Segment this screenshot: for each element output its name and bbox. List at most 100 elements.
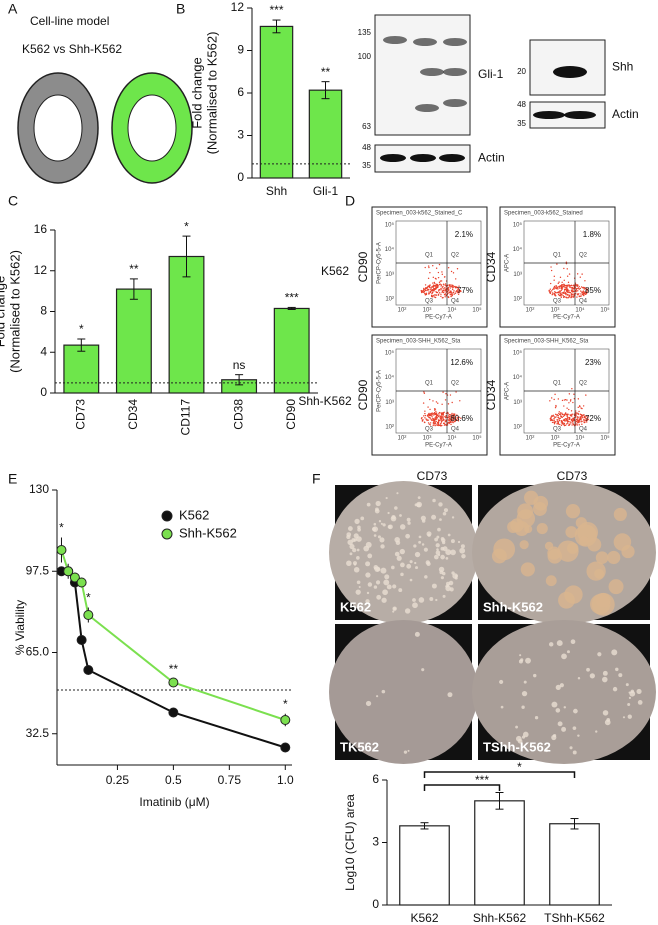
event-dot	[568, 393, 571, 395]
event-dot	[570, 296, 572, 298]
y-tick-label: 16	[34, 222, 48, 236]
colony	[409, 560, 413, 564]
event-dot	[553, 418, 555, 420]
colony	[561, 726, 567, 732]
panel-label: F	[312, 471, 321, 487]
event-dot	[448, 421, 450, 424]
x-tick-label: Shh	[266, 184, 287, 198]
event-dot	[561, 285, 563, 287]
colony	[414, 551, 421, 558]
data-point	[280, 715, 291, 725]
event-dot	[580, 417, 582, 419]
event-dot	[459, 400, 461, 402]
event-dot	[581, 415, 584, 417]
event-dot	[448, 418, 451, 420]
micrograph-label: TShh-K562	[483, 739, 551, 754]
y-tick-label: 65.0	[26, 645, 50, 659]
event-dot	[424, 412, 426, 415]
flow-tick: 10³	[423, 436, 432, 442]
y-axis-label: (Normalised to K562)	[7, 250, 22, 373]
colony	[572, 726, 577, 730]
event-dot	[450, 423, 452, 426]
x-tick-label: TShh-K562	[544, 911, 605, 925]
colony	[536, 523, 548, 535]
event-dot	[456, 268, 459, 270]
colony	[416, 501, 422, 508]
colony	[545, 575, 557, 587]
event-dot	[586, 290, 588, 293]
event-dot	[441, 412, 443, 415]
event-dot	[435, 420, 437, 423]
colony	[520, 562, 535, 577]
colony	[382, 589, 388, 596]
colony	[394, 551, 400, 557]
event-dot	[426, 415, 429, 417]
event-dot	[562, 415, 565, 417]
quadrant-percent: 23%	[585, 358, 601, 367]
colony	[373, 534, 377, 537]
quadrant-label: Q3	[425, 427, 434, 433]
event-dot	[572, 419, 575, 422]
colony	[517, 503, 534, 520]
colony	[533, 673, 537, 678]
bar	[474, 800, 525, 906]
colony	[365, 572, 371, 578]
blot-label: Actin	[612, 107, 639, 121]
event-dot	[563, 283, 565, 286]
colony	[551, 734, 557, 741]
event-dot	[424, 417, 426, 419]
event-dot	[424, 266, 426, 269]
event-dot	[441, 403, 443, 406]
event-dot	[578, 293, 580, 295]
event-dot	[428, 423, 431, 425]
event-dot	[573, 393, 575, 395]
event-dot	[551, 294, 553, 296]
event-dot	[575, 410, 577, 412]
event-dot	[558, 419, 561, 422]
event-dot	[434, 418, 437, 421]
event-dot	[440, 414, 443, 416]
event-dot	[550, 291, 552, 293]
event-dot	[565, 261, 568, 263]
flow-frame	[499, 206, 616, 328]
event-dot	[567, 290, 569, 292]
event-dot	[439, 419, 441, 422]
colony	[442, 546, 448, 552]
flow-marker: CD90	[356, 251, 370, 282]
flow-tick: 10³	[551, 308, 560, 314]
colony	[396, 555, 402, 561]
event-dot	[431, 419, 433, 422]
y-tick-label: 4	[40, 344, 47, 358]
event-dot	[580, 421, 582, 423]
event-dot	[577, 416, 579, 418]
flow-tick: 10³	[513, 272, 522, 278]
colony	[561, 653, 567, 660]
blot-band	[564, 111, 596, 119]
event-dot	[431, 288, 434, 291]
event-dot	[458, 285, 460, 287]
quadrant-label: Q4	[451, 299, 460, 305]
event-dot	[438, 413, 440, 415]
colony	[366, 502, 371, 507]
blot-band	[383, 36, 407, 44]
colony	[429, 597, 434, 601]
quadrant-label: Q2	[451, 381, 460, 387]
event-dot	[441, 271, 443, 273]
colony	[394, 506, 398, 510]
event-dot	[576, 285, 578, 288]
event-dot	[443, 424, 446, 426]
event-dot	[447, 290, 449, 292]
event-dot	[424, 287, 427, 289]
colony	[565, 526, 578, 539]
quadrant-percent: 80.6%	[450, 414, 473, 423]
flow-title: Specimen_003-SHH_K562_Sta	[376, 339, 461, 345]
flow-tick: 10²	[526, 436, 535, 442]
event-dot	[431, 417, 434, 419]
event-dot	[558, 285, 560, 288]
event-dot	[552, 288, 554, 291]
quadrant-percent: 12.6%	[450, 358, 473, 367]
event-dot	[431, 286, 433, 288]
event-dot	[452, 291, 455, 294]
event-dot	[561, 288, 563, 291]
event-dot	[439, 415, 442, 417]
